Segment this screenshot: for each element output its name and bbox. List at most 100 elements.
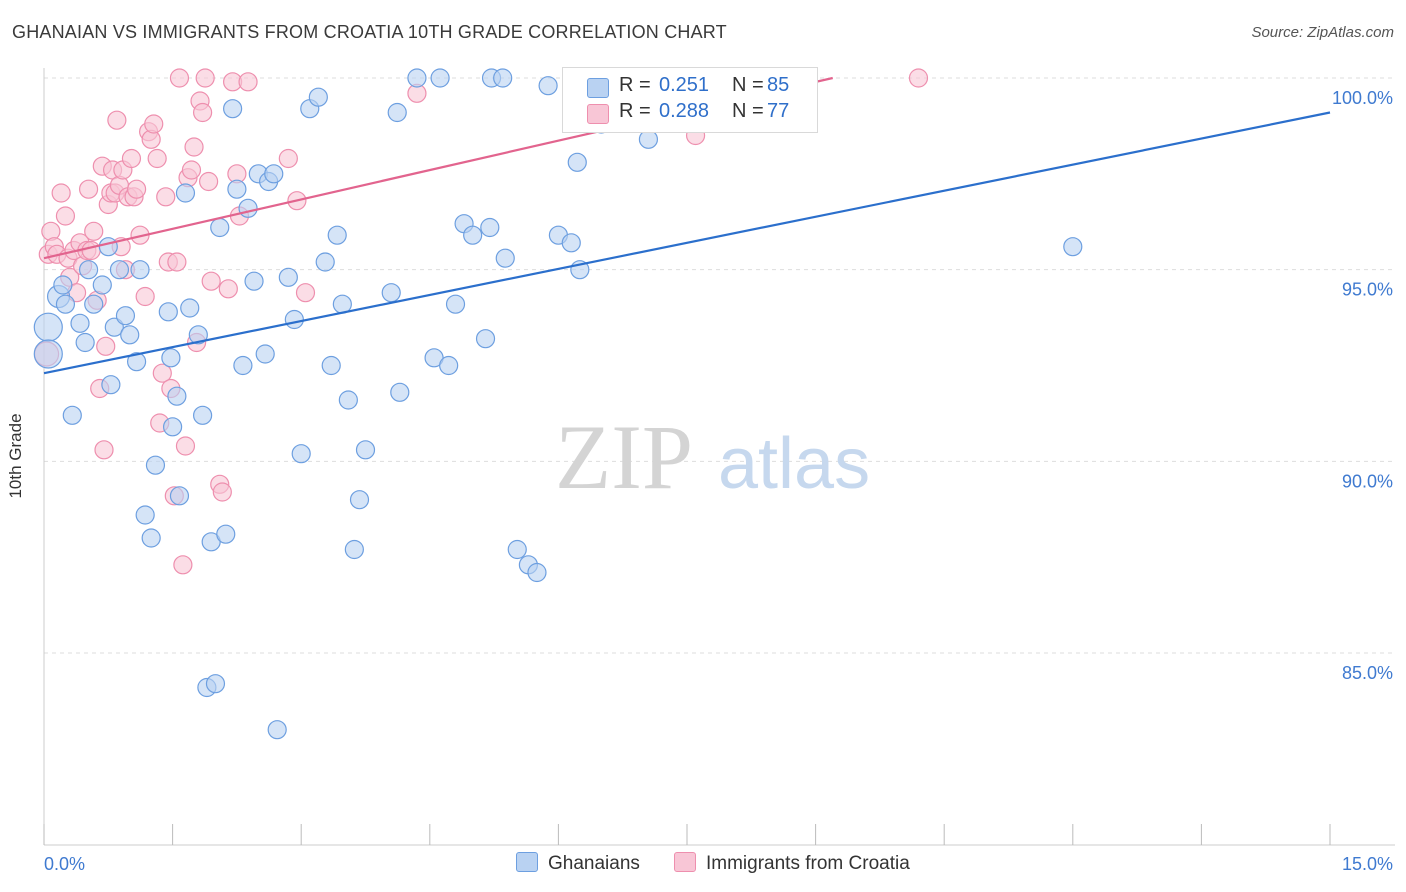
legend-r-value: 0.288 [659, 100, 710, 122]
croatia-point [195, 68, 215, 88]
ghanaians-point [390, 382, 410, 402]
y-tick-labels: 85.0% 90.0% 95.0% 100.0% [1332, 88, 1393, 683]
ghanaians-point [538, 76, 558, 96]
ghanaians-point [284, 309, 304, 330]
ghanaians-point [141, 528, 161, 548]
ghanaians-point [33, 339, 63, 369]
chart-title: GHANAIAN VS IMMIGRANTS FROM CROATIA 10TH… [12, 22, 727, 42]
correlation-legend: R = 0.251 N = 85 R = 0.288 N = 77 [562, 67, 818, 133]
ghanaians-point [169, 486, 190, 506]
legend-n-value: 85 [767, 74, 790, 96]
ghanaians-point [407, 68, 427, 88]
ghanaians-point [210, 217, 230, 238]
ghanaians-point [344, 539, 364, 560]
ghanaians-point [216, 524, 236, 544]
ghanaians-point [381, 283, 401, 303]
series-ghanaians-points [33, 68, 1083, 740]
legend-n-value: 77 [767, 100, 790, 122]
x-tick-label: 15.0% [1342, 854, 1393, 874]
ghanaians-point [267, 720, 287, 740]
croatia-point [218, 279, 238, 299]
croatia-point [107, 110, 127, 130]
ghanaians-point [439, 355, 459, 376]
ghanaians-point [130, 260, 150, 280]
ghanaians-point [355, 440, 376, 460]
series-croatia-points [33, 68, 929, 575]
ghanaians-point [104, 317, 124, 337]
y-tick-label: 85.0% [1342, 663, 1393, 683]
ghanaians-point [167, 386, 187, 406]
ghanaians-point [349, 490, 370, 510]
croatia-point [152, 363, 172, 383]
ghanaians-point [308, 87, 328, 107]
ghanaians-point [126, 352, 147, 372]
y-tick-label: 90.0% [1342, 471, 1393, 491]
ghanaians-point [291, 444, 311, 464]
legend-swatch-pink [587, 104, 609, 124]
croatia-point [201, 271, 221, 291]
ghanaians-point [145, 455, 166, 475]
croatia-point [96, 336, 116, 356]
ghanaians-point [338, 390, 358, 410]
ghanaians-point [55, 294, 76, 314]
ghanaians-point [387, 102, 407, 123]
x-tick-label: 0.0% [44, 854, 85, 874]
ghanaians-point [163, 417, 183, 437]
ghanaians-point [158, 302, 178, 322]
source-credit: Source: ZipAtlas.com [1251, 24, 1394, 41]
croatia-point [169, 68, 190, 88]
legend-swatch-blue [587, 78, 609, 98]
croatia-point [238, 72, 258, 92]
ghanaians-trend-line [43, 111, 1331, 375]
ghanaians-point [84, 294, 104, 314]
ghanaians-point [70, 313, 90, 333]
croatia-point [84, 221, 104, 241]
ghanaians-point [264, 164, 284, 184]
ghanaians-point [161, 348, 181, 368]
axes [43, 68, 1395, 846]
legend-r-value: 0.251 [659, 74, 710, 96]
ghanaians-point [507, 539, 527, 560]
watermark: ZIP atlas [555, 406, 870, 508]
legend-r-label: R = [619, 100, 651, 122]
croatia-point [181, 160, 202, 180]
ghanaians-point [463, 225, 483, 245]
ghanaians-point [430, 68, 450, 88]
croatia-point [199, 171, 219, 192]
ghanaians-point [193, 405, 213, 425]
ghanaians-point [109, 260, 130, 280]
ghanaians-point [445, 294, 466, 314]
ghanaians-point [244, 271, 264, 291]
ghanaians-point [53, 275, 73, 295]
ghanaians-point [638, 129, 659, 149]
ghanaians-point [98, 237, 118, 257]
ghanaians-point [480, 217, 500, 238]
ghanaians-point [321, 355, 341, 376]
ghanaians-point [495, 248, 515, 268]
ghanaians-point [561, 233, 581, 253]
croatia-point [51, 183, 71, 203]
croatia-point [81, 240, 101, 261]
watermark-atlas: atlas [718, 424, 870, 504]
ghanaians-point [92, 275, 112, 295]
y-tick-label: 100.0% [1332, 88, 1393, 108]
ghanaians-point [327, 225, 347, 245]
ghanaians-point [120, 325, 140, 345]
croatia-point [167, 252, 187, 272]
ghanaians-point [227, 179, 247, 199]
croatia-point [126, 179, 147, 199]
legend-r-label: R = [619, 74, 651, 96]
croatia-point [184, 137, 204, 157]
ghanaians-point [493, 68, 513, 88]
ghanaians-point [223, 99, 243, 119]
croatia-point [147, 148, 167, 169]
croatia-point [295, 283, 316, 303]
ghanaians-point [278, 267, 298, 287]
y-axis-label: 10th Grade [6, 413, 25, 499]
ghanaians-point [33, 312, 63, 342]
croatia-point [175, 436, 196, 456]
ghanaians-point [62, 405, 82, 425]
croatia-point [173, 555, 193, 575]
croatia-point [121, 148, 142, 169]
